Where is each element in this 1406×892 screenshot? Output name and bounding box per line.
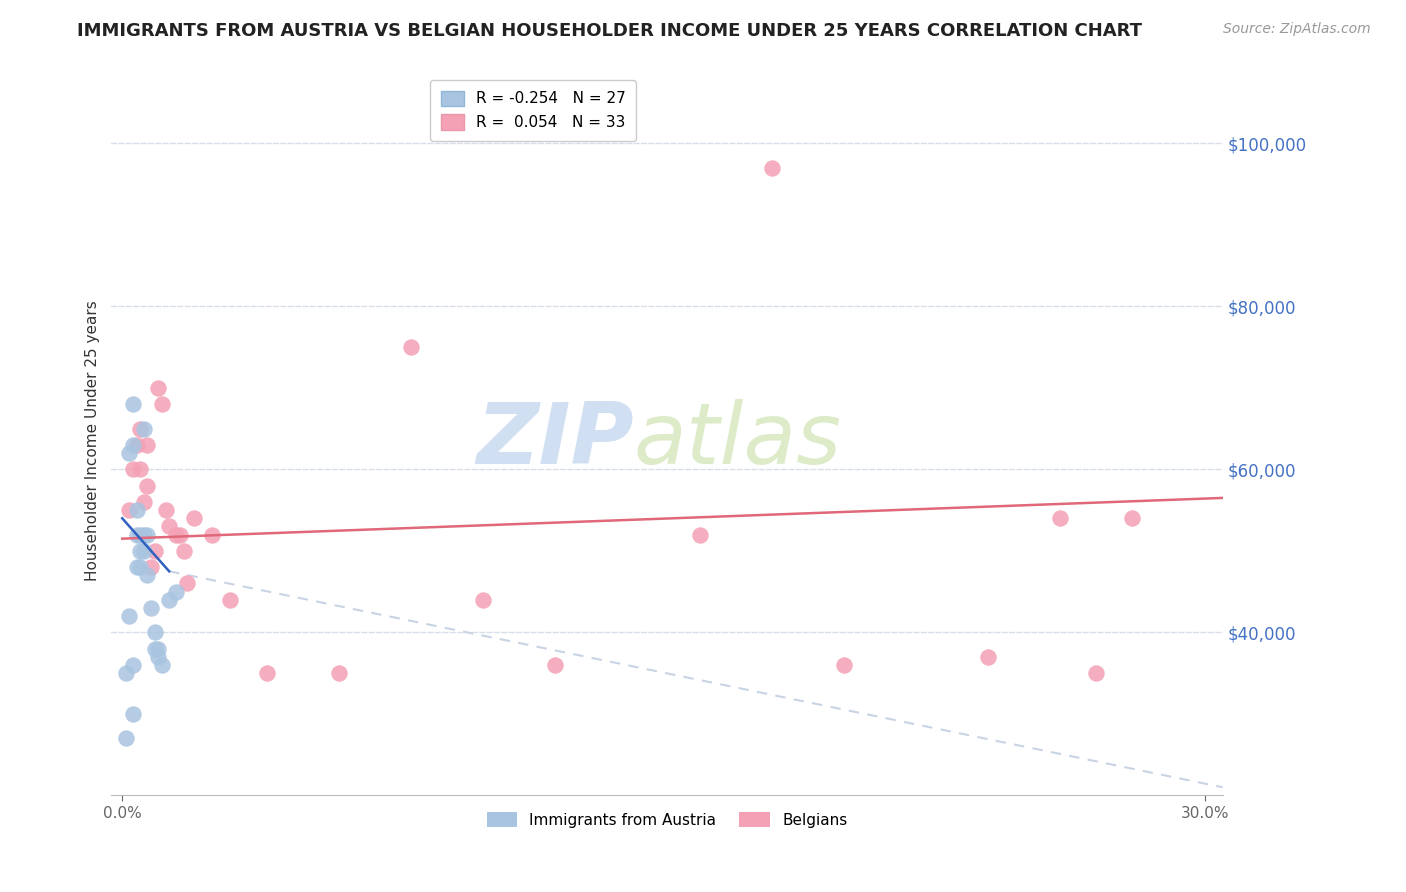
- Point: [150, 397, 173, 411]
- Legend: Immigrants from Austria, Belgians: Immigrants from Austria, Belgians: [481, 805, 853, 834]
- Point: [1085, 666, 1108, 681]
- Point: [115, 731, 138, 746]
- Point: [761, 161, 783, 175]
- Point: [150, 658, 173, 673]
- Point: [157, 519, 180, 533]
- Point: [143, 544, 166, 558]
- Point: [122, 462, 145, 476]
- Point: [132, 495, 155, 509]
- Point: [143, 641, 166, 656]
- Point: [136, 438, 159, 452]
- Point: [118, 609, 141, 624]
- Point: [132, 422, 155, 436]
- Point: [139, 601, 162, 615]
- Point: [832, 658, 855, 673]
- Point: [157, 592, 180, 607]
- Y-axis label: Householder Income Under 25 years: Householder Income Under 25 years: [86, 301, 100, 582]
- Point: [118, 503, 141, 517]
- Point: [977, 649, 1000, 664]
- Point: [148, 381, 170, 395]
- Point: [125, 527, 148, 541]
- Text: atlas: atlas: [634, 400, 842, 483]
- Point: [129, 527, 152, 541]
- Text: IMMIGRANTS FROM AUSTRIA VS BELGIAN HOUSEHOLDER INCOME UNDER 25 YEARS CORRELATION: IMMIGRANTS FROM AUSTRIA VS BELGIAN HOUSE…: [77, 22, 1142, 40]
- Point: [544, 658, 567, 673]
- Point: [256, 666, 278, 681]
- Point: [136, 568, 159, 582]
- Point: [129, 422, 152, 436]
- Point: [201, 527, 224, 541]
- Point: [219, 592, 242, 607]
- Point: [183, 511, 205, 525]
- Point: [155, 503, 177, 517]
- Point: [125, 438, 148, 452]
- Point: [136, 479, 159, 493]
- Point: [129, 462, 152, 476]
- Point: [125, 503, 148, 517]
- Point: [148, 641, 170, 656]
- Point: [132, 527, 155, 541]
- Point: [689, 527, 711, 541]
- Point: [122, 438, 145, 452]
- Point: [129, 560, 152, 574]
- Point: [169, 527, 191, 541]
- Point: [115, 666, 138, 681]
- Point: [1049, 511, 1071, 525]
- Point: [136, 527, 159, 541]
- Point: [165, 527, 187, 541]
- Point: [139, 560, 162, 574]
- Text: ZIP: ZIP: [477, 400, 634, 483]
- Point: [143, 625, 166, 640]
- Text: Source: ZipAtlas.com: Source: ZipAtlas.com: [1223, 22, 1371, 37]
- Point: [132, 544, 155, 558]
- Point: [122, 706, 145, 721]
- Point: [122, 397, 145, 411]
- Point: [122, 658, 145, 673]
- Point: [176, 576, 198, 591]
- Point: [129, 544, 152, 558]
- Point: [1121, 511, 1143, 525]
- Point: [148, 649, 170, 664]
- Point: [399, 340, 422, 354]
- Point: [118, 446, 141, 460]
- Point: [125, 560, 148, 574]
- Point: [165, 584, 187, 599]
- Point: [328, 666, 350, 681]
- Point: [472, 592, 495, 607]
- Point: [173, 544, 195, 558]
